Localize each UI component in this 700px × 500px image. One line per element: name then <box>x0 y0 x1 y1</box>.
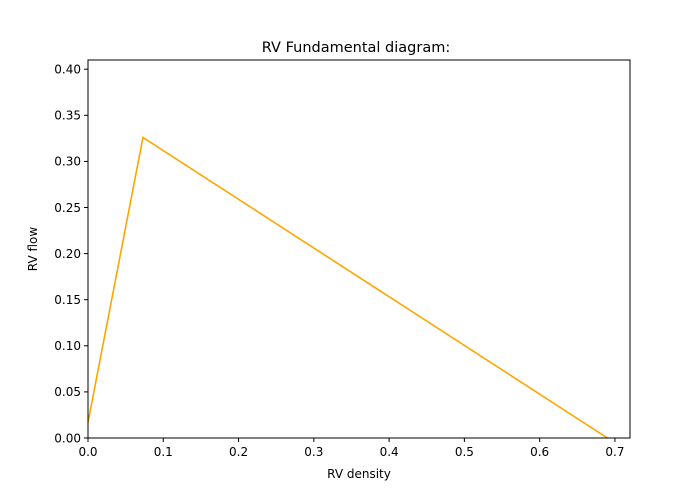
y-tick-label: 0.15 <box>54 293 81 307</box>
x-tick-label: 0.7 <box>605 445 624 459</box>
plot-area <box>88 136 608 438</box>
y-tick-label: 0.20 <box>54 247 81 261</box>
x-tick-label: 0.6 <box>530 445 549 459</box>
x-axis: 0.0 0.1 0.2 0.3 0.4 0.5 0.6 0.7 <box>78 438 624 459</box>
y-tick-label: 0.35 <box>54 109 81 123</box>
x-tick-label: 0.4 <box>380 445 399 459</box>
x-axis-label: RV density <box>327 467 391 481</box>
y-tick-label: 0.05 <box>54 385 81 399</box>
y-tick-label: 0.25 <box>54 201 81 215</box>
y-axis-label: RV flow <box>26 227 40 272</box>
axes-frame <box>87 59 631 439</box>
y-tick-label: 0.10 <box>54 339 81 353</box>
y-tick-label: 0.30 <box>54 155 81 169</box>
y-tick-label: 0.00 <box>54 431 81 445</box>
y-axis: 0.00 0.05 0.10 0.15 0.20 0.25 0.30 0.35 0.40 <box>54 63 88 445</box>
x-tick-label: 0.0 <box>78 445 97 459</box>
series-line-0 <box>88 136 608 438</box>
x-tick-label: 0.3 <box>304 445 323 459</box>
x-tick-label: 0.5 <box>455 445 474 459</box>
x-tick-label: 0.1 <box>154 445 173 459</box>
x-tick-label: 0.2 <box>229 445 248 459</box>
y-tick-label: 0.40 <box>54 63 81 77</box>
chart-title: RV Fundamental diagram: <box>262 40 450 56</box>
